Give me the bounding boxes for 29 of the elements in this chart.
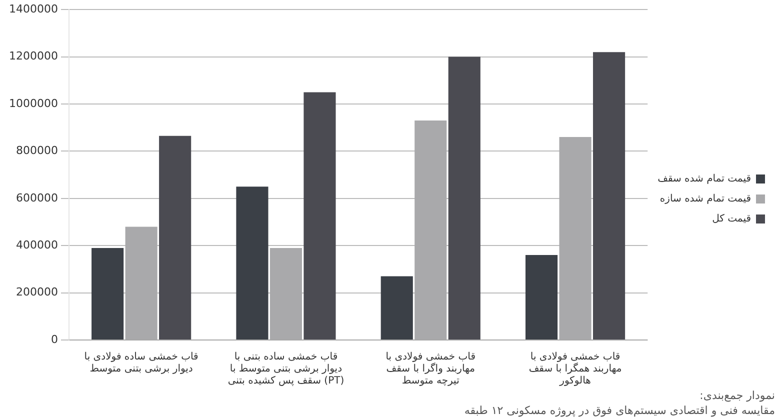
y-tick-label: 600000 xyxy=(16,191,58,204)
bar xyxy=(92,248,124,340)
bar xyxy=(236,186,268,340)
y-tick-label: 1000000 xyxy=(8,96,58,110)
y-tick-label: 0 xyxy=(50,332,58,346)
text: مقایسه فنی و اقتصادی سیستم‌های فوق در پروژه مسکونی ۱۲ طبقه xyxy=(464,404,776,417)
bar xyxy=(125,226,158,340)
x-tick-label: قاب خمشی ساده بتنی با دیوار برشی بتنی متوسط با سقف پس کشیده بتنی (PT) xyxy=(228,352,344,387)
text: نمودار جمع‌بندی: xyxy=(700,389,775,402)
x-tick-label: قاب خمشی فولادی با مهاربند همگرا با سقف هالوکور xyxy=(528,352,622,387)
bar xyxy=(380,276,413,340)
y-tick-label: 1400000 xyxy=(8,2,58,16)
legend-label: قیمت تمام شده سازه xyxy=(660,194,752,205)
legend-label: قیمت تمام شده سقف xyxy=(658,174,752,185)
bar xyxy=(270,248,302,340)
x-tick-label: قاب خمشی ساده فولادی با دیوار برشی بتنی متوسط xyxy=(84,352,199,375)
bar xyxy=(304,92,336,340)
legend-label: قیمت کل xyxy=(712,214,752,225)
y-tick-label: 1200000 xyxy=(8,50,58,63)
bar xyxy=(414,120,447,340)
bar xyxy=(559,137,592,340)
bar xyxy=(525,255,558,340)
bar xyxy=(159,136,192,340)
y-tick-label: 800000 xyxy=(16,144,58,158)
bar xyxy=(448,56,480,340)
bar xyxy=(593,52,626,340)
y-tick-label: 200000 xyxy=(16,286,58,299)
y-tick-label: 400000 xyxy=(16,238,58,252)
x-tick-label: قاب خمشی فولادی با مهاربند واگرا با سقف تیرچه متوسط xyxy=(386,352,476,387)
